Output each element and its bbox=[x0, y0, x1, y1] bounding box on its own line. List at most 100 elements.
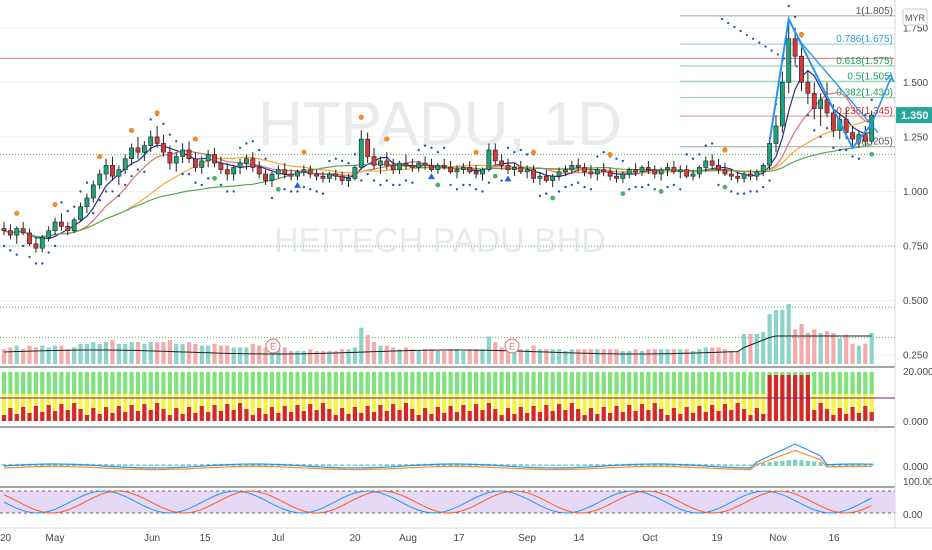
volume-bar bbox=[818, 333, 823, 364]
volume-bar bbox=[722, 349, 728, 364]
candle bbox=[46, 226, 52, 242]
signal-markers bbox=[14, 31, 875, 216]
candle bbox=[499, 154, 505, 170]
panel1-green bbox=[563, 372, 568, 394]
volume-bar bbox=[601, 349, 606, 364]
candle bbox=[531, 165, 536, 183]
panel1-green bbox=[174, 372, 179, 394]
candle bbox=[1, 222, 7, 236]
psar-dot bbox=[640, 185, 644, 189]
panel1-red bbox=[40, 412, 45, 421]
panel1-red bbox=[46, 405, 51, 421]
panel1-yellow bbox=[550, 394, 555, 421]
candle bbox=[186, 141, 192, 164]
psar-dot bbox=[104, 190, 108, 193]
macd-histogram-bar bbox=[263, 463, 268, 466]
volume-bar bbox=[716, 347, 721, 364]
macd-line bbox=[3, 443, 872, 469]
volume-bar bbox=[416, 351, 421, 364]
panel1-yellow bbox=[250, 394, 255, 421]
candle-body bbox=[275, 169, 281, 175]
volume-bar bbox=[429, 349, 434, 364]
candle bbox=[773, 115, 779, 153]
volume-bar bbox=[410, 349, 415, 364]
candle bbox=[473, 165, 479, 179]
panel1-green bbox=[537, 372, 543, 394]
volume-bar bbox=[301, 351, 306, 364]
panel1-red bbox=[818, 403, 823, 421]
psar-dot bbox=[462, 183, 465, 187]
macd-histogram-bar bbox=[244, 463, 249, 466]
candle bbox=[671, 160, 677, 174]
panel1-yellow bbox=[346, 394, 351, 421]
macd-histogram-bar bbox=[167, 464, 172, 466]
candle-body bbox=[7, 230, 13, 236]
candle-body bbox=[33, 243, 39, 249]
candle-body bbox=[116, 169, 122, 177]
volume-bar bbox=[665, 349, 670, 364]
psar-dot bbox=[187, 172, 191, 176]
macd-histogram-bar bbox=[199, 464, 204, 466]
fib-label: 1(1.805) bbox=[856, 6, 893, 17]
psar-dot bbox=[755, 190, 759, 193]
psar-dot bbox=[436, 150, 440, 154]
candle-body bbox=[14, 228, 20, 236]
panel1-yellow bbox=[257, 394, 262, 421]
volume-bar bbox=[518, 349, 523, 364]
panel1-red bbox=[21, 407, 26, 421]
candle-body bbox=[282, 169, 288, 175]
fib-label: 0(1.205) bbox=[856, 137, 893, 148]
panel1-red bbox=[212, 405, 217, 421]
panel1-green bbox=[690, 372, 696, 394]
macd-histogram-bar bbox=[556, 464, 562, 466]
panel1-green bbox=[844, 372, 849, 394]
panel1-red bbox=[544, 405, 549, 421]
volume-bar bbox=[659, 349, 664, 364]
psar-dot bbox=[698, 153, 701, 156]
panel1-red bbox=[72, 403, 77, 421]
candle-body bbox=[78, 206, 83, 221]
panel1-yellow bbox=[97, 394, 102, 421]
volume-bar bbox=[110, 340, 115, 364]
candle bbox=[626, 167, 632, 179]
panel1-green bbox=[505, 372, 511, 394]
candle bbox=[97, 169, 103, 190]
volume-bar bbox=[384, 345, 389, 364]
macd-histogram-bar bbox=[371, 464, 377, 466]
macd-histogram-bar bbox=[805, 460, 810, 466]
panel1-red bbox=[646, 410, 651, 421]
panel1-yellow bbox=[442, 394, 447, 421]
sell-dot bbox=[192, 136, 198, 142]
panel1-red bbox=[754, 408, 759, 421]
panel1-green bbox=[135, 372, 141, 394]
candle bbox=[161, 134, 166, 157]
candle-body bbox=[218, 162, 224, 170]
panel1-red bbox=[512, 414, 517, 421]
macd-histogram-bar bbox=[391, 464, 396, 466]
psar-dot bbox=[366, 172, 369, 176]
candle-body bbox=[575, 164, 581, 168]
panel1-yellow bbox=[148, 394, 153, 421]
panel1-green bbox=[116, 372, 121, 394]
panel1-green bbox=[493, 372, 498, 394]
volume-bar bbox=[474, 349, 479, 364]
panel1-yellow bbox=[582, 394, 587, 421]
psar-dot bbox=[455, 188, 459, 191]
panel1-green bbox=[371, 372, 377, 394]
panel1-green bbox=[461, 372, 466, 394]
panel1-green bbox=[525, 372, 530, 394]
panel1-green bbox=[301, 372, 306, 394]
psar-dot bbox=[806, 113, 810, 117]
panel1-red bbox=[531, 406, 536, 421]
panel1-green bbox=[282, 372, 287, 394]
macd-histogram-bar bbox=[180, 464, 185, 466]
macd-histogram-bar bbox=[8, 463, 13, 466]
candle-body bbox=[122, 158, 128, 170]
panel1-red bbox=[225, 404, 230, 421]
panel1-yellow bbox=[678, 394, 683, 421]
candle bbox=[645, 160, 651, 174]
price-tick-label: 0.250 bbox=[903, 351, 928, 362]
psar-dot bbox=[143, 170, 146, 174]
macd-histogram-bar bbox=[582, 464, 587, 466]
up-triangle bbox=[293, 181, 301, 188]
